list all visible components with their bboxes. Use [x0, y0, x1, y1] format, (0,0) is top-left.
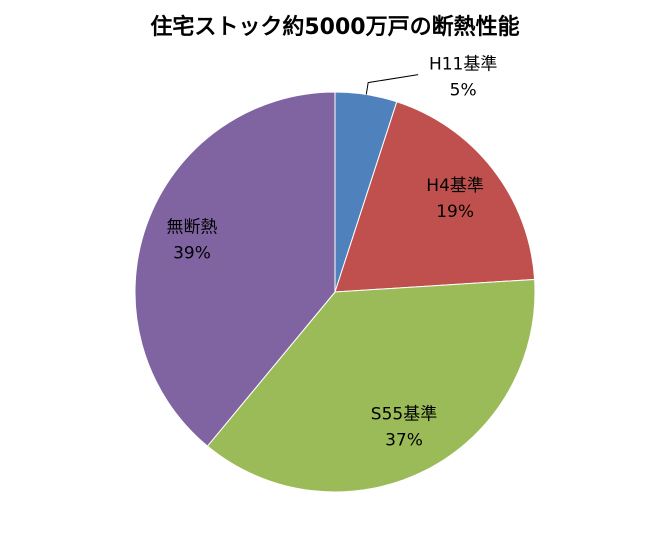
value-label: 19%	[436, 202, 474, 222]
slice-label: H4基準	[426, 176, 484, 196]
slice-label: H11基準	[429, 55, 497, 75]
leader-line	[365, 74, 419, 95]
pie-slice	[334, 101, 536, 293]
slice-label: 無断熱	[166, 218, 217, 238]
pie-slice	[206, 278, 536, 493]
slice-label: S55基準	[371, 404, 437, 424]
pie-slice	[134, 91, 336, 447]
value-label: 39%	[173, 244, 211, 264]
value-label: 5%	[450, 81, 477, 101]
value-label: 37%	[385, 430, 423, 450]
chart-title: 住宅ストック約5000万戸の断熱性能	[150, 14, 519, 40]
